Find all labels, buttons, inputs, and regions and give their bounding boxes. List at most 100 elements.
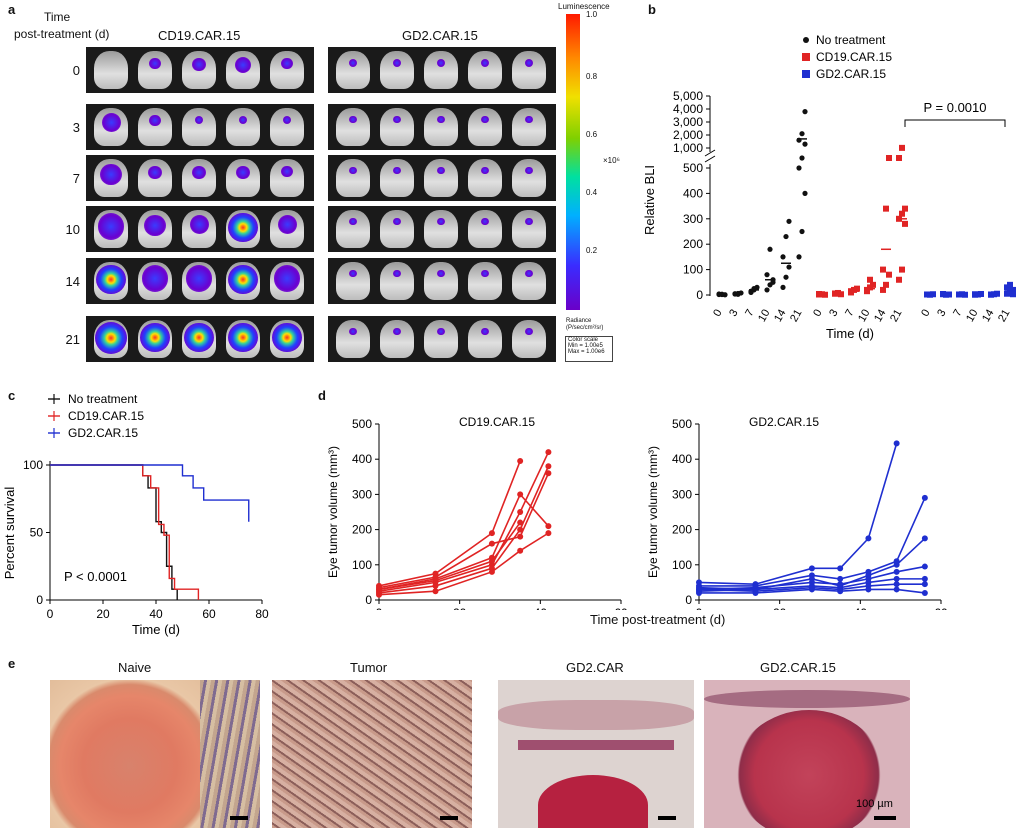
mouse-image <box>512 320 546 358</box>
b-xtick-label: 0 <box>811 308 824 319</box>
colorbar-tick-02: 0.2 <box>586 246 598 255</box>
scale-bar-tumor <box>440 816 458 820</box>
d-ylabel: Eye tumor volume (mm³) <box>646 446 660 578</box>
scale-bar-naive <box>230 816 248 820</box>
imaging-row-gd2-day-14 <box>328 258 556 304</box>
mouse-image <box>270 159 304 197</box>
luminescence-signal <box>234 56 252 74</box>
b-ytick-label: 2,000 <box>673 128 703 142</box>
d-xtick-label: 60 <box>614 606 628 610</box>
scale-bar-gd2car <box>658 816 676 820</box>
luminescence-signal <box>481 116 489 124</box>
d-data-point <box>545 523 552 530</box>
luminescence-signal <box>393 328 401 336</box>
b-xtick-label: 7 <box>951 308 964 319</box>
luminescence-signal <box>194 115 204 125</box>
b-pvalue-label: P = 0.0010 <box>923 100 986 115</box>
b-legend-marker <box>803 37 809 43</box>
luminescence-signal <box>436 58 446 68</box>
mouse-image <box>380 51 414 89</box>
scale-bar-gd2car15 <box>874 816 896 820</box>
d-ytick-label: 0 <box>685 593 692 607</box>
group-title-gd2: GD2.CAR.15 <box>402 28 478 43</box>
luminescence-signal <box>192 165 206 180</box>
d-data-point <box>921 575 928 582</box>
b-data-point <box>899 210 905 217</box>
b-legend-marker <box>802 53 810 61</box>
luminescence-signal <box>236 165 250 180</box>
c-xtick-label: 40 <box>149 607 163 621</box>
d-data-point <box>893 575 900 582</box>
luminescence-signal <box>281 58 293 70</box>
d-ytick-label: 400 <box>672 452 692 466</box>
b-data-point <box>867 276 873 283</box>
d-data-point <box>488 530 495 537</box>
d-data-point <box>921 589 928 596</box>
b-data-point <box>870 281 876 288</box>
d-ytick-label: 500 <box>672 417 692 431</box>
luminescence-signal <box>148 165 162 180</box>
d-data-point <box>545 449 552 456</box>
luminescence-signal <box>393 270 401 278</box>
luminescence-signal <box>282 115 292 125</box>
d-data-point <box>696 589 702 596</box>
b-data-point <box>1007 281 1013 288</box>
luminescence-signal <box>393 218 401 226</box>
row-label-day-0: 0 <box>72 63 80 78</box>
panel-c-chart: 0 20 40 60 80 0 50 100 Time (d) Percent survival N… <box>2 392 269 637</box>
b-data-point <box>864 286 870 293</box>
b-data-point <box>786 218 792 224</box>
imaging-row-cd19-day-10 <box>86 206 314 252</box>
d-data-point <box>545 463 552 470</box>
b-xtick-label: 10 <box>856 308 873 325</box>
b-xtick-label: 0 <box>711 308 724 319</box>
imaging-row-gd2-day-0 <box>328 47 556 93</box>
d-title: GD2.CAR.15 <box>749 415 819 429</box>
colorbar <box>566 14 580 310</box>
mouse-image <box>138 108 172 146</box>
mouse-image <box>424 108 458 146</box>
b-xtick-label: 3 <box>935 308 948 319</box>
c-xtick-label: 0 <box>47 607 54 621</box>
d-data-point <box>488 540 495 547</box>
luminescence-signal <box>141 265 169 293</box>
d-data-point <box>837 565 844 572</box>
b-ytick-label: 4,000 <box>673 102 703 116</box>
d-data-point <box>376 586 382 593</box>
mouse-image <box>512 108 546 146</box>
luminescence-signal <box>192 57 206 72</box>
d-data-point <box>893 581 900 588</box>
d-xtick-label: 20 <box>773 606 787 610</box>
mouse-image <box>336 51 370 89</box>
mouse-image <box>336 108 370 146</box>
luminescence-signal <box>149 58 161 70</box>
row-label-day-14: 14 <box>65 274 80 289</box>
c-legend-label: CD19.CAR.15 <box>68 409 144 423</box>
d-xtick-label: 60 <box>934 606 948 610</box>
d-xtick-label: 0 <box>696 606 703 610</box>
imaging-row-cd19-day-21 <box>86 316 314 362</box>
d-xtick-label: 40 <box>534 606 548 610</box>
b-xtick-label: 14 <box>872 308 889 325</box>
panel-d2-chart: 0 20 40 60 0 100 200 300 400 500 Eye tumor volume … <box>646 415 948 610</box>
mouse-image <box>468 262 502 300</box>
mouse-image <box>380 262 414 300</box>
imaging-row-gd2-day-10 <box>328 206 556 252</box>
b-data-point <box>896 155 902 161</box>
luminescence-signal <box>185 265 213 293</box>
b-xtick-label: 10 <box>964 308 981 325</box>
luminescence-signal <box>149 115 161 127</box>
row-label-day-10: 10 <box>65 222 80 237</box>
b-xtick-label: 3 <box>827 308 840 319</box>
luminescence-signal <box>524 58 534 68</box>
b-data-point <box>854 285 860 292</box>
imaging-row-gd2-day-3 <box>328 104 556 150</box>
colorbar-tick-08: 0.8 <box>586 72 598 81</box>
b-data-point <box>799 228 805 235</box>
b-data-point <box>799 155 805 161</box>
d-data-point <box>545 470 552 477</box>
mouse-image <box>468 210 502 248</box>
b-data-point <box>796 165 802 171</box>
d-data-point <box>488 558 495 565</box>
d-data-point <box>432 588 439 595</box>
